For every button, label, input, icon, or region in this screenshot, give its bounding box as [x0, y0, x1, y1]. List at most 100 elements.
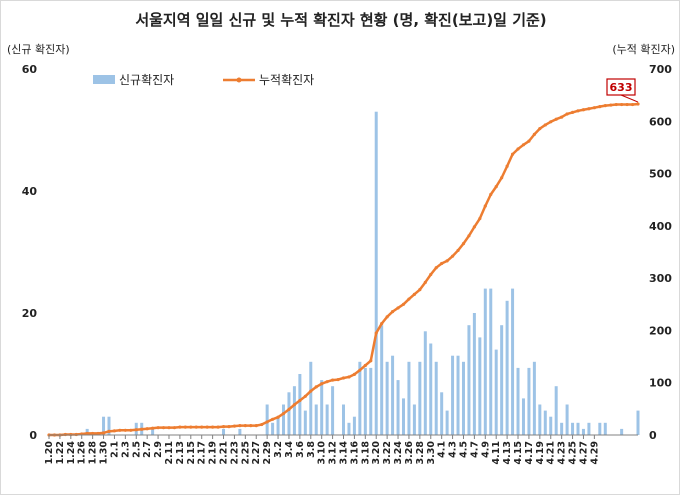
left-axis-title: (신규 확진자) — [7, 43, 70, 56]
x-tick-label: 2.25 — [240, 441, 251, 464]
bar-new-cases — [238, 428, 242, 435]
bar-new-cases — [472, 313, 476, 435]
line-point — [510, 152, 515, 156]
line-point — [603, 104, 607, 108]
line-point — [620, 102, 624, 107]
bar-new-cases — [391, 355, 395, 435]
line-point — [625, 102, 629, 107]
bar-new-cases — [314, 404, 318, 435]
line-point — [194, 425, 198, 429]
x-tick-label: 1.20 — [44, 441, 55, 465]
bar-new-cases — [309, 361, 313, 435]
line-point — [281, 411, 286, 416]
chart-title: 서울지역 일일 신규 및 누적 확진자 현황 (명, 확진(보고)일 기준) — [135, 11, 546, 29]
bar-new-cases — [461, 361, 465, 435]
bar-new-cases — [282, 404, 286, 435]
bar-new-cases — [298, 374, 302, 435]
line-point — [118, 428, 122, 432]
line-point — [565, 112, 569, 116]
bar-new-cases — [565, 404, 569, 435]
line-point — [390, 310, 395, 314]
line-point — [549, 120, 553, 124]
callout-leader — [620, 94, 639, 103]
line-point — [450, 254, 455, 258]
line-point — [227, 425, 231, 429]
line-point — [385, 315, 389, 319]
line-point — [614, 102, 618, 107]
x-tick-label: 3.6 — [295, 441, 306, 458]
bar-new-cases — [401, 398, 405, 435]
x-tick-label: 4.11 — [491, 441, 502, 464]
x-tick-label: 3.26 — [404, 441, 415, 465]
line-point — [238, 423, 242, 428]
bar-new-cases — [467, 325, 471, 435]
line-point — [429, 272, 433, 277]
line-point — [445, 259, 449, 263]
bar-new-cases — [418, 361, 422, 435]
x-tick-label: 3.10 — [317, 441, 328, 465]
line-point — [570, 110, 575, 114]
x-tick-label: 2.5 — [131, 441, 142, 458]
line-point — [320, 382, 324, 386]
line-point — [516, 147, 520, 151]
line-point — [587, 107, 591, 111]
bar-new-cases — [374, 111, 378, 435]
line-point — [581, 108, 586, 112]
line-series — [47, 102, 640, 437]
x-tick-label: 4.27 — [578, 441, 589, 464]
bar-new-cases — [505, 300, 509, 435]
line-point — [200, 425, 204, 429]
line-point — [434, 266, 438, 270]
bar-new-cases — [407, 361, 411, 435]
x-tick-label: 4.23 — [557, 441, 568, 464]
line-point — [216, 425, 220, 429]
bar-new-cases — [412, 404, 416, 435]
bar-new-cases — [222, 428, 226, 435]
line-point — [205, 425, 209, 429]
right-axis-title: (누적 확진자) — [612, 43, 675, 56]
line-point — [369, 359, 373, 363]
x-tick-label: 3.18 — [360, 441, 371, 465]
bar-new-cases — [636, 410, 640, 435]
line-point — [554, 117, 558, 121]
right-tick-label: 400 — [649, 220, 672, 233]
line-point — [249, 423, 253, 428]
line-point — [145, 427, 149, 431]
line-point — [112, 429, 117, 433]
left-tick-label: 40 — [22, 185, 38, 198]
x-tick-label: 3.8 — [306, 441, 317, 458]
bar-new-cases — [456, 355, 460, 435]
line-point — [521, 143, 526, 147]
line-point — [260, 422, 264, 427]
bar-new-cases — [320, 380, 324, 435]
line-point — [189, 425, 193, 429]
line-point — [494, 185, 498, 189]
x-tick-label: 4.9 — [480, 441, 491, 458]
bar-new-cases — [581, 428, 585, 435]
legend-line-marker — [236, 77, 242, 83]
legend-line-label: 누적확진자 — [259, 73, 314, 87]
bar-new-cases — [571, 422, 575, 435]
x-tick-label: 2.9 — [153, 441, 164, 458]
x-tick-label: 1.26 — [77, 441, 88, 465]
x-tick-label: 4.15 — [513, 441, 524, 464]
x-tick-label: 4.19 — [535, 441, 546, 464]
x-tick-label: 3.22 — [382, 441, 393, 464]
x-tick-label: 4.21 — [546, 441, 557, 464]
x-tick-label: 3.14 — [339, 441, 350, 465]
x-tick-label: 2.7 — [142, 441, 153, 458]
line-point — [161, 426, 166, 430]
bar-new-cases — [440, 392, 444, 435]
line-point — [538, 127, 542, 131]
x-tick-label: 4.3 — [448, 441, 459, 458]
right-tick-label: 700 — [649, 63, 672, 76]
line-point — [336, 377, 340, 382]
bar-new-cases — [303, 410, 307, 435]
x-tick-label: 4.25 — [568, 441, 579, 464]
line-point — [232, 424, 237, 428]
bar-new-cases — [276, 416, 280, 435]
bar-new-cases — [554, 386, 558, 435]
line-point — [74, 432, 78, 437]
x-tick-label: 4.29 — [589, 441, 600, 464]
